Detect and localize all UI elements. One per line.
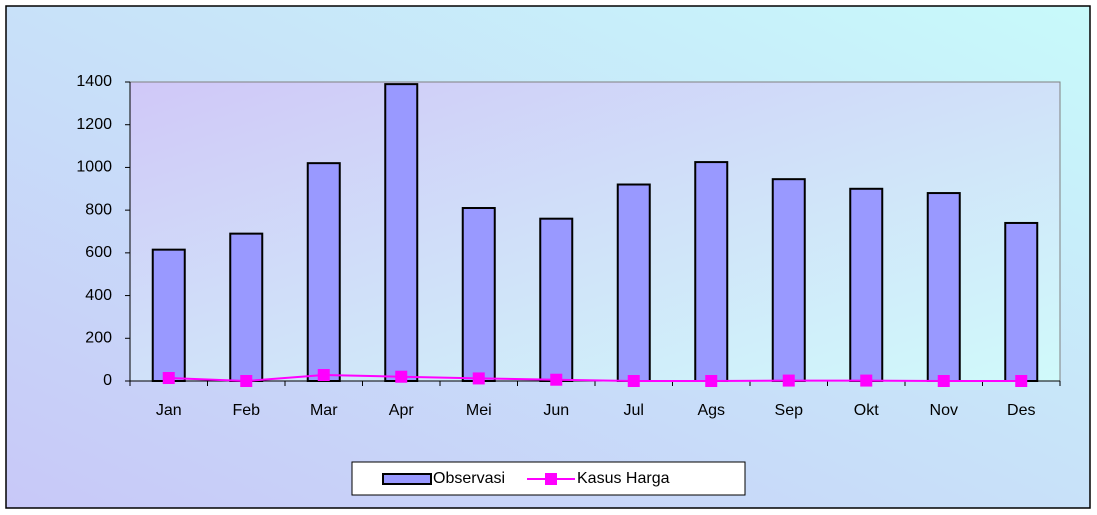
y-tick-label: 1200 xyxy=(76,116,112,133)
y-tick-label: 600 xyxy=(85,244,112,261)
marker xyxy=(937,375,950,387)
bar xyxy=(306,162,341,382)
bar xyxy=(771,178,806,382)
x-tick-label: Apr xyxy=(389,402,415,419)
x-tick-label: Jun xyxy=(543,402,569,419)
marker xyxy=(860,374,873,387)
x-tick-label: Sep xyxy=(775,402,804,419)
bar xyxy=(539,217,574,382)
y-tick-label: 400 xyxy=(85,287,112,304)
x-tick-label: Ags xyxy=(697,402,725,419)
bar xyxy=(229,232,264,382)
marker xyxy=(317,369,330,382)
x-tick-label: Jul xyxy=(624,402,644,419)
y-tick-label: 0 xyxy=(103,372,112,389)
plot-area xyxy=(129,81,1061,382)
marker xyxy=(782,374,795,387)
legend-label: Kasus Harga xyxy=(577,470,670,487)
bar xyxy=(694,161,729,382)
x-tick-label: Jan xyxy=(156,402,182,419)
y-tick-label: 1400 xyxy=(76,73,112,90)
x-tick-label: Mei xyxy=(466,402,492,419)
x-tick-label: Mar xyxy=(310,402,338,419)
marker xyxy=(240,375,253,387)
x-tick-label: Okt xyxy=(854,402,879,419)
bar xyxy=(461,207,496,382)
legend-marker xyxy=(545,473,557,485)
bar xyxy=(616,183,651,382)
bar xyxy=(151,248,186,382)
bar xyxy=(384,83,419,382)
y-tick-label: 200 xyxy=(85,330,112,347)
x-tick-label: Des xyxy=(1007,402,1035,419)
marker xyxy=(1015,375,1028,387)
marker xyxy=(550,373,563,386)
bar xyxy=(1004,221,1039,382)
marker xyxy=(472,372,485,385)
bar xyxy=(849,187,884,382)
y-tick-label: 800 xyxy=(85,201,112,218)
marker xyxy=(627,375,640,387)
y-tick-label: 1000 xyxy=(76,159,112,176)
marker xyxy=(395,370,408,383)
line xyxy=(168,374,1022,383)
marker xyxy=(705,375,718,387)
legend-swatch xyxy=(382,473,432,485)
marker xyxy=(162,372,175,385)
legend-label: Observasi xyxy=(433,470,505,487)
x-tick-label: Feb xyxy=(232,402,260,419)
bar xyxy=(926,192,961,382)
x-tick-label: Nov xyxy=(930,402,958,419)
